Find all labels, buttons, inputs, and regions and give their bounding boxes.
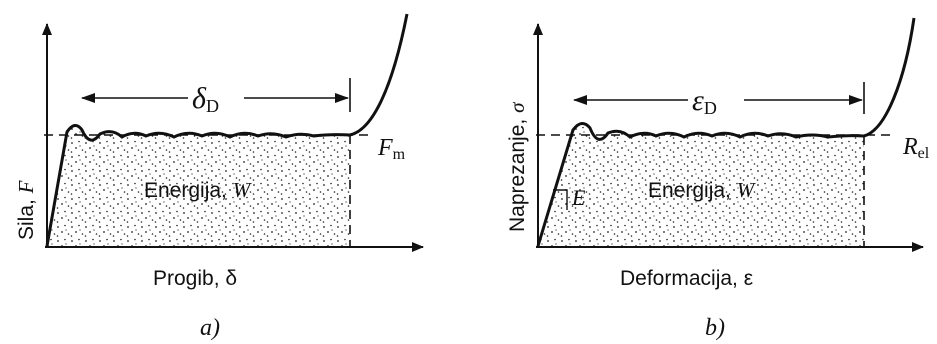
span-label-b: εD xyxy=(692,84,717,118)
slope-label-e: E xyxy=(571,185,586,210)
panel-b: εD Rel E Energija, W Naprezanje, σ Defor… xyxy=(505,17,930,341)
stress-strain-curve xyxy=(536,17,916,247)
x-axis-label-a: Progib, δ xyxy=(153,267,237,290)
span-label-a: δD xyxy=(192,82,219,116)
energy-area-a xyxy=(47,125,350,246)
slope-triangle xyxy=(553,189,568,210)
area-label-a: Energija, W xyxy=(144,178,253,202)
caption-b: b) xyxy=(705,315,725,341)
caption-a: a) xyxy=(200,315,220,341)
level-label-rel: Rel xyxy=(902,134,930,162)
area-label-b: Energija, W xyxy=(648,178,757,202)
panel-a: δD Fm Energija, W Sila, F Progib, δ a) xyxy=(14,13,424,341)
y-axis-label-a: Sila, F xyxy=(14,180,38,240)
x-axis-label-b: Deformacija, ε xyxy=(620,267,753,290)
force-deflection-curve xyxy=(45,13,409,247)
level-label-fm: Fm xyxy=(377,135,406,163)
y-axis-label-b: Naprezanje, σ xyxy=(505,101,529,232)
energy-area-b xyxy=(538,123,864,246)
